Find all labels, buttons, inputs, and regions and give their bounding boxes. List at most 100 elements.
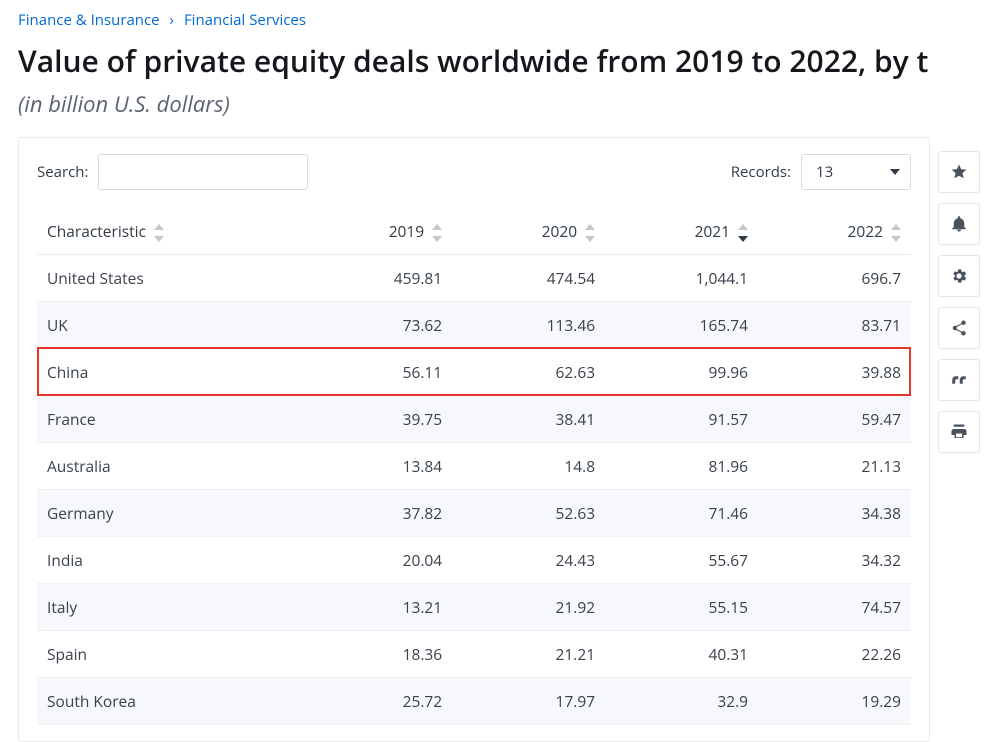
column-label: 2022 (848, 220, 883, 242)
table-row: United States459.81474.541,044.1696.7 (37, 255, 911, 302)
star-icon (950, 163, 968, 181)
search-input[interactable] (98, 154, 308, 190)
table-cell: 459.81 (299, 255, 452, 302)
share-icon (950, 319, 968, 337)
table-cell: China (37, 349, 299, 396)
table-cell: 34.32 (758, 537, 911, 584)
table-cell: 91.57 (605, 396, 758, 443)
table-row: Spain18.3621.2140.3122.26 (37, 631, 911, 678)
table-cell: 21.13 (758, 443, 911, 490)
table-cell: 13.84 (299, 443, 452, 490)
table-row: Australia13.8414.881.9621.13 (37, 443, 911, 490)
table-cell: 34.38 (758, 490, 911, 537)
table-cell: 62.63 (452, 349, 605, 396)
table-cell: 25.72 (299, 678, 452, 725)
table-cell: 83.71 (758, 302, 911, 349)
table-row: India20.0424.4355.6734.32 (37, 537, 911, 584)
table-cell: South Korea (37, 678, 299, 725)
column-label: 2019 (389, 220, 424, 242)
table-cell: Spain (37, 631, 299, 678)
gear-icon (950, 267, 968, 285)
table-cell: India (37, 537, 299, 584)
table-cell: Germany (37, 490, 299, 537)
settings-button[interactable] (938, 255, 980, 297)
column-header[interactable]: Characteristic (37, 208, 299, 255)
cite-button[interactable] (938, 359, 980, 401)
table-cell: 74.57 (758, 584, 911, 631)
table-row: Germany37.8252.6371.4634.38 (37, 490, 911, 537)
table-cell: 55.15 (605, 584, 758, 631)
table-cell: 73.62 (299, 302, 452, 349)
table-row: UK73.62113.46165.7483.71 (37, 302, 911, 349)
records-label: Records: (731, 162, 791, 182)
table-cell: 474.54 (452, 255, 605, 302)
table-cell: 19.29 (758, 678, 911, 725)
table-cell: 165.74 (605, 302, 758, 349)
table-cell: 55.67 (605, 537, 758, 584)
table-cell: 81.96 (605, 443, 758, 490)
table-cell: Australia (37, 443, 299, 490)
table-cell: 13.21 (299, 584, 452, 631)
breadcrumb: Finance & Insurance › Financial Services (18, 0, 984, 36)
table-cell: 56.11 (299, 349, 452, 396)
table-row: Italy13.2121.9255.1574.57 (37, 584, 911, 631)
table-cell: 1,044.1 (605, 255, 758, 302)
table-cell: 696.7 (758, 255, 911, 302)
chevron-down-icon (890, 169, 900, 175)
table-cell: 38.41 (452, 396, 605, 443)
data-panel: Search: Records: 13 Characteristic 2019 20… (18, 137, 930, 742)
table-cell: 24.43 (452, 537, 605, 584)
side-actions (938, 151, 980, 453)
column-header[interactable]: 2019 (299, 208, 452, 255)
sort-icon (891, 224, 901, 242)
table-cell: 22.26 (758, 631, 911, 678)
table-cell: 52.63 (452, 490, 605, 537)
alert-button[interactable] (938, 203, 980, 245)
table-cell: 21.21 (452, 631, 605, 678)
table-row: China56.1162.6399.9639.88 (37, 349, 911, 396)
column-header[interactable]: 2020 (452, 208, 605, 255)
table-cell: 71.46 (605, 490, 758, 537)
table-row: South Korea25.7217.9732.919.29 (37, 678, 911, 725)
table-cell: UK (37, 302, 299, 349)
quote-icon (950, 371, 968, 389)
records-select[interactable]: 13 (801, 154, 911, 190)
column-label: Characteristic (47, 220, 146, 242)
table-cell: 40.31 (605, 631, 758, 678)
records-value: 13 (816, 162, 833, 182)
table-cell: 39.75 (299, 396, 452, 443)
print-button[interactable] (938, 411, 980, 453)
page-subtitle: (in billion U.S. dollars) (18, 89, 984, 119)
column-label: 2021 (695, 220, 730, 242)
table-cell: 99.96 (605, 349, 758, 396)
sort-icon (738, 224, 748, 242)
breadcrumb-level2[interactable]: Financial Services (184, 10, 306, 30)
sort-icon (154, 224, 164, 242)
column-header[interactable]: 2022 (758, 208, 911, 255)
table-cell: 18.36 (299, 631, 452, 678)
sort-icon (585, 224, 595, 242)
column-label: 2020 (542, 220, 577, 242)
table-cell: 39.88 (758, 349, 911, 396)
breadcrumb-level1[interactable]: Finance & Insurance (18, 10, 160, 30)
sort-icon (432, 224, 442, 242)
table-cell: 20.04 (299, 537, 452, 584)
favorite-button[interactable] (938, 151, 980, 193)
table-cell: 21.92 (452, 584, 605, 631)
bell-icon (950, 215, 968, 233)
column-header[interactable]: 2021 (605, 208, 758, 255)
table-cell: 113.46 (452, 302, 605, 349)
table-cell: Italy (37, 584, 299, 631)
page-title: Value of private equity deals worldwide … (18, 40, 984, 81)
table-cell: 59.47 (758, 396, 911, 443)
share-button[interactable] (938, 307, 980, 349)
breadcrumb-separator: › (170, 10, 175, 30)
table-toolbar: Search: Records: 13 (37, 154, 911, 190)
table-cell: France (37, 396, 299, 443)
data-table: Characteristic 2019 2020 2021 2022 United St… (37, 208, 911, 725)
table-cell: 14.8 (452, 443, 605, 490)
print-icon (950, 423, 968, 441)
table-cell: 32.9 (605, 678, 758, 725)
table-cell: 37.82 (299, 490, 452, 537)
table-row: France39.7538.4191.5759.47 (37, 396, 911, 443)
